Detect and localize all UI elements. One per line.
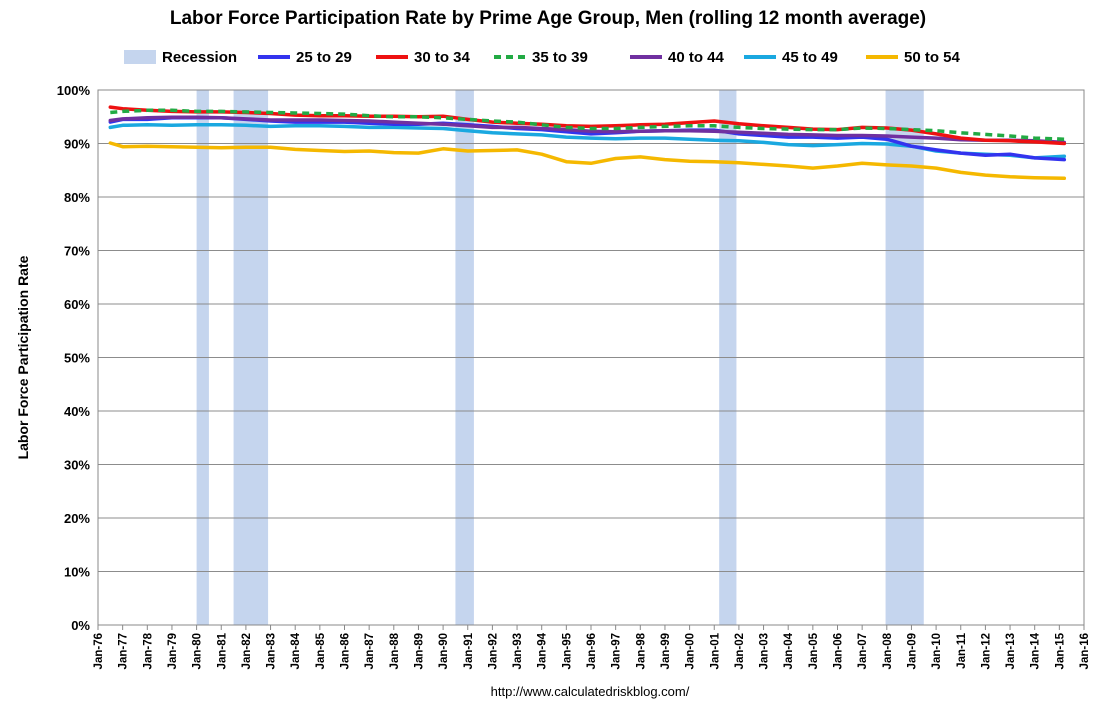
- y-tick-label: 30%: [64, 458, 90, 473]
- y-axis-label: Labor Force Participation Rate: [15, 255, 31, 459]
- plot-area: [97, 89, 1085, 626]
- legend-item: 45 to 49: [744, 49, 838, 66]
- x-tick-label: Jan-11: [956, 632, 968, 668]
- x-tick-label: Jan-97: [611, 633, 623, 669]
- x-tick-label: Jan-94: [537, 632, 549, 669]
- legend-label: 35 to 39: [532, 49, 588, 66]
- legend-label: 30 to 34: [414, 49, 471, 66]
- x-tick-label: Jan-83: [266, 633, 278, 669]
- x-tick-label: Jan-12: [980, 633, 992, 669]
- x-tick-label: Jan-82: [241, 633, 253, 669]
- x-tick-label: Jan-16: [1079, 633, 1091, 669]
- x-tick-label: Jan-98: [635, 632, 647, 669]
- x-tick-label: Jan-93: [512, 633, 524, 669]
- x-tick-label: Jan-09: [906, 633, 918, 669]
- x-tick-label: Jan-76: [93, 633, 105, 669]
- y-tick-label: 10%: [64, 565, 90, 580]
- y-tick-label: 50%: [64, 351, 90, 366]
- source-url: http://www.calculatedriskblog.com/: [491, 684, 690, 699]
- x-tick-label: Jan-90: [438, 633, 450, 669]
- x-tick-label: Jan-15: [1054, 632, 1066, 669]
- x-tick-label: Jan-77: [118, 633, 130, 669]
- x-tick-label: Jan-03: [759, 633, 771, 669]
- series-line-45-to-49: [108, 123, 1067, 160]
- legend-item: 35 to 39: [494, 49, 588, 66]
- x-tick-label: Jan-14: [1030, 632, 1042, 669]
- legend-label: Recession: [162, 49, 237, 66]
- y-axis: 0% 10% 20% 30% 40% 50% 60% 70% 80% 90% 100%: [57, 83, 91, 633]
- x-tick-label: Jan-81: [216, 632, 228, 669]
- y-tick-label: 70%: [64, 244, 90, 259]
- x-tick-label: Jan-06: [833, 633, 845, 669]
- legend-item: Recession: [124, 49, 237, 66]
- y-tick-label: 80%: [64, 190, 90, 205]
- y-tick-label: 40%: [64, 404, 90, 419]
- legend-item: 50 to 54: [866, 49, 961, 66]
- x-tick-label: Jan-86: [340, 633, 352, 669]
- x-tick-label: Jan-91: [463, 632, 475, 669]
- x-tick-label: Jan-92: [487, 633, 499, 669]
- x-tick-label: Jan-08: [882, 632, 894, 669]
- x-tick-label: Jan-00: [685, 633, 697, 669]
- x-tick-label: Jan-78: [142, 632, 154, 669]
- x-tick-label: Jan-99: [660, 633, 672, 669]
- legend-label: 25 to 29: [296, 49, 352, 66]
- x-tick-label: Jan-87: [364, 633, 376, 669]
- legend-item: 25 to 29: [258, 49, 352, 66]
- legend-item: 40 to 44: [630, 49, 725, 66]
- series-line-35-to-39: [110, 108, 1065, 141]
- y-tick-label: 0%: [71, 618, 90, 633]
- x-tick-label: Jan-01: [709, 632, 721, 669]
- x-tick-label: Jan-85: [315, 632, 327, 669]
- y-tick-label: 20%: [64, 511, 90, 526]
- x-tick-label: Jan-88: [389, 632, 401, 669]
- x-tick-label: Jan-96: [586, 633, 598, 669]
- x-tick-label: Jan-95: [561, 632, 573, 669]
- y-tick-label: 90%: [64, 137, 90, 152]
- x-tick-label: Jan-79: [167, 633, 179, 669]
- legend-label: 40 to 44: [668, 49, 725, 66]
- legend-swatch: [124, 50, 156, 64]
- series-lines: [108, 105, 1067, 181]
- x-tick-label: Jan-07: [857, 633, 869, 669]
- legend-label: 50 to 54: [904, 49, 961, 66]
- series-line-50-to-54: [108, 141, 1067, 181]
- legend: Recession 25 to 29 30 to 34 35 to 39 40 to 4…: [124, 49, 961, 66]
- x-tick-label: Jan-02: [734, 633, 746, 669]
- series-line-40-to-44: [108, 115, 1067, 145]
- x-tick-label: Jan-10: [931, 633, 943, 669]
- gridlines: [98, 143, 1084, 572]
- x-tick-label: Jan-04: [783, 632, 795, 669]
- x-tick-label: Jan-89: [413, 633, 425, 669]
- y-tick-label: 60%: [64, 297, 90, 312]
- x-tick-label: Jan-05: [808, 632, 820, 669]
- legend-label: 45 to 49: [782, 49, 838, 66]
- x-tick-label: Jan-80: [192, 633, 204, 669]
- y-tick-label: 100%: [57, 83, 91, 98]
- chart-title: Labor Force Participation Rate by Prime …: [170, 8, 926, 29]
- x-tick-label: Jan-84: [290, 632, 302, 669]
- x-axis: Jan-76 Jan-77 Jan-78 Jan-79 Jan-80 Jan-81 Jan-…: [93, 625, 1091, 669]
- legend-item: 30 to 34: [376, 49, 471, 66]
- x-tick-label: Jan-13: [1005, 633, 1017, 669]
